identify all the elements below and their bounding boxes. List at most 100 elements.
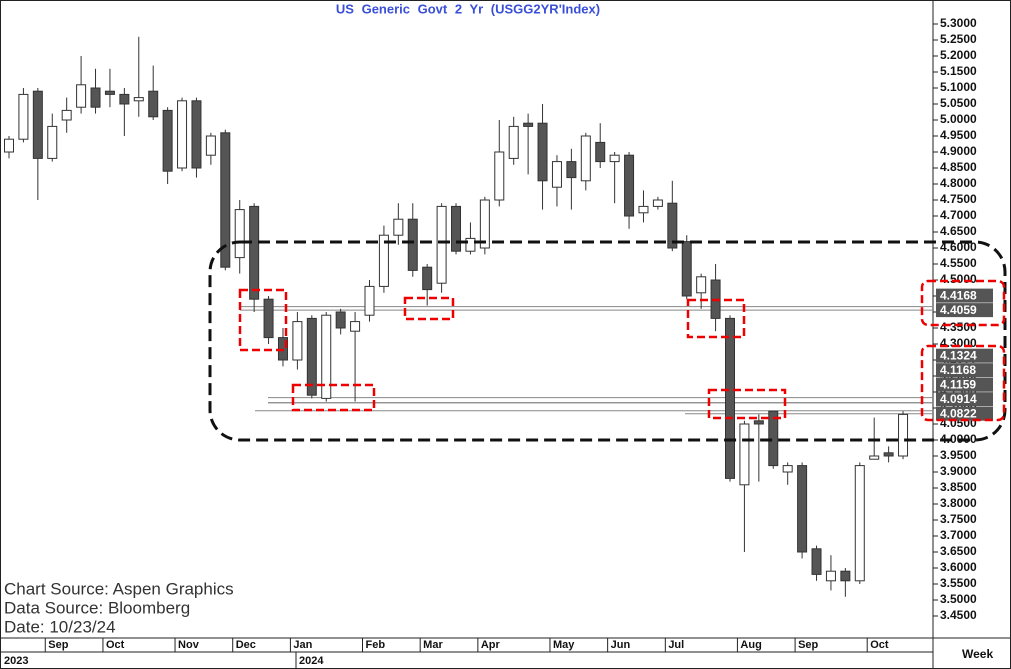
x-tick-label: Jan	[293, 639, 312, 651]
candle-body	[523, 122, 534, 127]
candle-body	[407, 218, 418, 271]
candle-body	[825, 570, 836, 582]
candle-body	[76, 84, 87, 108]
highlight-box	[707, 388, 787, 420]
y-tick-label: 3.8500	[940, 480, 977, 494]
highlight-box	[291, 383, 376, 412]
candle-body	[840, 570, 851, 582]
candle-body	[739, 423, 750, 486]
candle-body	[350, 321, 361, 332]
candle-body	[854, 465, 865, 582]
candle-body	[551, 161, 562, 188]
candle-body	[883, 452, 894, 457]
year-label: 2023	[4, 655, 28, 667]
candle-body	[119, 93, 130, 105]
y-tick-label: 5.2000	[940, 48, 977, 62]
x-tick-label: Apr	[481, 639, 501, 651]
y-tick-label: 4.3500	[940, 320, 977, 334]
candle-body	[753, 420, 764, 425]
x-tick-label: Oct	[870, 639, 889, 651]
candle-body	[681, 241, 692, 297]
candle-body	[479, 199, 490, 249]
y-tick-label: 5.2500	[940, 32, 977, 46]
x-tick-label: Sep	[798, 639, 818, 651]
candle-body	[422, 266, 433, 291]
y-tick-label: 3.7500	[940, 512, 977, 526]
candle-body	[133, 97, 144, 102]
candle-body	[451, 205, 462, 252]
source-text: Date: 10/23/24	[4, 617, 116, 636]
plot: 5.3000 5.2500 5.2000 5.1500 5.1000 5.0500 5.00…	[4, 16, 993, 652]
candle-body	[566, 161, 577, 179]
candle-body	[465, 237, 476, 252]
candle-body	[652, 199, 663, 207]
level-label: 4.4059	[940, 303, 977, 317]
candle-body	[436, 205, 447, 284]
x-tick-label: Aug	[740, 639, 761, 651]
candle-body	[292, 321, 303, 361]
candle-body	[321, 314, 332, 399]
y-tick-label: 3.6000	[940, 560, 977, 574]
y-tick-label: 4.7500	[940, 192, 977, 206]
highlight-box	[686, 298, 746, 339]
y-tick-label: 3.7000	[940, 528, 977, 542]
y-tick-label: 4.5000	[940, 272, 977, 286]
x-tick-label: Jul	[668, 639, 684, 651]
candle-body	[393, 218, 404, 236]
candle-body	[32, 90, 43, 159]
candle-body	[177, 100, 188, 169]
candle-body	[220, 132, 231, 268]
level-label: 4.1168	[940, 363, 976, 377]
y-tick-label: 4.5500	[940, 256, 977, 270]
x-tick-label: Dec	[236, 639, 256, 651]
level-label: 4.0822	[940, 406, 977, 420]
highlight-box	[208, 240, 1007, 442]
chart-title: US Generic Govt 2 Yr (USGG2YR'Index)	[336, 1, 600, 16]
y-tick-label: 3.5500	[940, 576, 977, 590]
annotations	[208, 240, 1007, 442]
candle-body	[768, 410, 779, 467]
candle-body	[638, 205, 649, 214]
year-label: 2024	[299, 655, 324, 667]
candle-body	[508, 125, 519, 159]
y-tick-label: 3.6500	[940, 544, 977, 558]
candle-body	[205, 135, 216, 156]
x-tick-label: Nov	[178, 639, 200, 651]
candle-body	[725, 317, 735, 479]
candle-body	[104, 90, 115, 95]
candle-body	[696, 276, 707, 294]
level-label: 4.0914	[940, 392, 977, 406]
candle-body	[90, 87, 101, 108]
source-text: Data Source: Bloomberg	[4, 598, 190, 617]
candle-body	[364, 285, 375, 316]
highlight-box	[920, 344, 1006, 422]
candle-body	[537, 122, 548, 182]
y-tick-label: 4.8500	[940, 160, 977, 174]
candle-body	[191, 100, 202, 169]
candle-body	[263, 298, 274, 339]
y-tick-label: 3.9500	[940, 448, 977, 462]
level-label-box	[936, 348, 993, 363]
y-tick-label: 3.9000	[940, 464, 977, 478]
source-text: Chart Source: Aspen Graphics	[4, 579, 234, 598]
level-label-box	[936, 406, 993, 421]
candle-body	[378, 234, 389, 287]
candle-body	[811, 548, 822, 575]
level-label-box	[936, 377, 993, 392]
candle-body	[148, 90, 159, 118]
y-tick-label: 4.7000	[940, 208, 977, 222]
x-tick-label: May	[553, 639, 575, 651]
level-label-box	[936, 363, 993, 378]
y-tick-label: 4.6500	[940, 224, 977, 238]
y-tick-label: 3.5000	[940, 592, 977, 606]
period-label: Week	[962, 647, 993, 661]
y-tick-label: 4.9000	[940, 144, 977, 158]
candle-body	[667, 202, 678, 249]
y-tick-label: 5.0000	[940, 112, 977, 126]
level-label: 4.1324	[940, 348, 977, 362]
y-tick-label: 5.0500	[940, 96, 977, 110]
x-tick-label: Sep	[48, 639, 68, 651]
level-label-box	[936, 288, 993, 303]
y-tick-label: 4.9500	[940, 128, 977, 142]
candle-body	[249, 205, 260, 300]
